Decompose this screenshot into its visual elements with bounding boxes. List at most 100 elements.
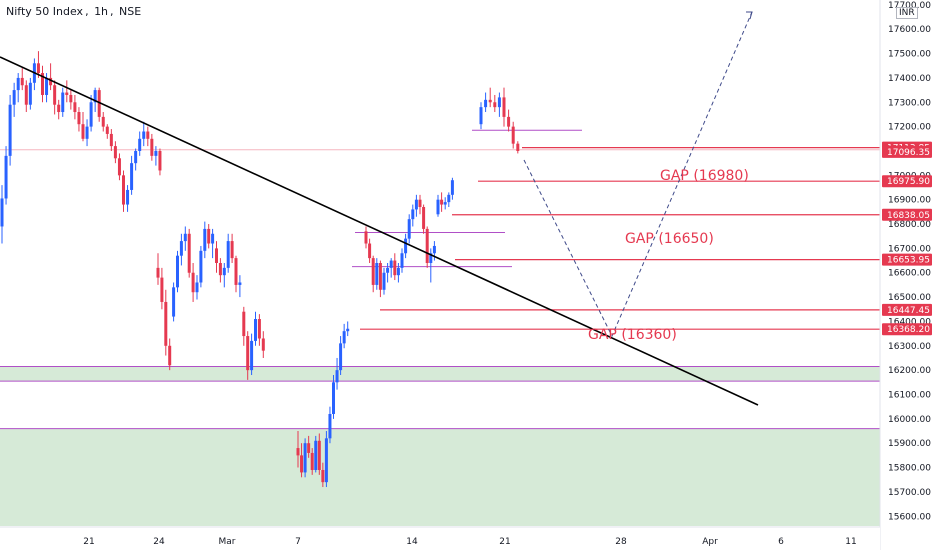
candle-body bbox=[45, 77, 49, 95]
candle-body bbox=[411, 209, 415, 220]
time-axis-bg bbox=[0, 527, 880, 550]
x-tick-label: 28 bbox=[615, 537, 627, 547]
candle-body bbox=[28, 82, 32, 105]
y-tick-label: 17500.00 bbox=[888, 50, 931, 60]
x-tick-label: Apr bbox=[702, 537, 718, 547]
y-tick-label: 15600.00 bbox=[888, 512, 931, 522]
candle-body bbox=[339, 343, 343, 371]
interval-label: 1h bbox=[94, 5, 109, 18]
price-tag-label: 16975.90 bbox=[887, 177, 930, 187]
y-tick-label: 17300.00 bbox=[888, 98, 931, 108]
y-tick-label: 17400.00 bbox=[888, 74, 931, 84]
y-tick-label: 16700.00 bbox=[888, 244, 931, 254]
candle-body bbox=[16, 77, 20, 91]
y-tick-label: 16200.00 bbox=[888, 366, 931, 376]
candle-body bbox=[346, 328, 350, 332]
price-tag-label: 16838.05 bbox=[887, 211, 930, 221]
candle-body bbox=[146, 131, 150, 139]
candle-body bbox=[389, 260, 393, 268]
exchange-label: NSE bbox=[119, 5, 142, 18]
candle-body bbox=[447, 194, 451, 203]
candle-body bbox=[150, 138, 154, 156]
currency-badge[interactable]: INR bbox=[896, 7, 918, 19]
candle-body bbox=[199, 250, 203, 283]
candle-body bbox=[109, 133, 113, 147]
y-tick-label: 16400.00 bbox=[888, 317, 931, 327]
candle-body bbox=[61, 92, 65, 113]
candle-body bbox=[414, 199, 418, 210]
candle-body bbox=[429, 253, 433, 263]
x-tick-label: 6 bbox=[778, 537, 784, 547]
candle-body bbox=[142, 131, 146, 139]
symbol-name: Nifty 50 Index bbox=[6, 5, 84, 18]
trendline bbox=[0, 56, 759, 406]
candle-body bbox=[234, 258, 238, 285]
candle-body bbox=[317, 440, 321, 470]
candle-body bbox=[493, 102, 497, 108]
y-tick-label: 16500.00 bbox=[888, 293, 931, 303]
y-tick-label: 16000.00 bbox=[888, 415, 931, 425]
candle-body bbox=[328, 413, 332, 439]
price-tag bbox=[882, 175, 932, 188]
candle-body bbox=[393, 260, 397, 276]
candle-body bbox=[122, 175, 125, 205]
candle-body bbox=[154, 150, 158, 156]
candle-body bbox=[488, 99, 492, 103]
candle-body bbox=[134, 150, 138, 164]
candle-body bbox=[158, 150, 162, 171]
candle-body bbox=[450, 180, 454, 195]
price-tag bbox=[882, 145, 932, 158]
candle-body bbox=[89, 102, 93, 127]
candle-body bbox=[342, 331, 346, 344]
candle-body bbox=[176, 255, 179, 288]
candle-body bbox=[73, 102, 77, 113]
candle-body bbox=[368, 243, 372, 259]
candle-body bbox=[516, 143, 520, 151]
gap-label: GAP (16980) bbox=[660, 168, 749, 184]
candle-body bbox=[187, 233, 191, 273]
candle-body bbox=[507, 116, 511, 127]
candle-body bbox=[378, 263, 382, 290]
x-tick-label: 24 bbox=[153, 537, 165, 547]
candle-body bbox=[24, 85, 28, 105]
candle-body bbox=[422, 206, 426, 229]
x-tick-label: 7 bbox=[295, 537, 301, 547]
candle-body bbox=[303, 443, 307, 473]
candle-body bbox=[130, 163, 134, 190]
y-tick-label: 16800.00 bbox=[888, 220, 931, 230]
candle-body bbox=[126, 189, 130, 205]
x-tick-label: 14 bbox=[406, 537, 418, 547]
x-tick-label: 11 bbox=[845, 537, 856, 547]
candle-body bbox=[222, 267, 226, 276]
price-tag bbox=[882, 208, 932, 221]
candle-body bbox=[164, 301, 168, 346]
demand-zone bbox=[0, 366, 880, 382]
candle-body bbox=[230, 241, 234, 259]
candle-body bbox=[20, 77, 24, 86]
candle-body bbox=[160, 277, 164, 302]
candle-body bbox=[36, 63, 40, 74]
projection-path bbox=[523, 11, 753, 338]
candle-body bbox=[0, 198, 4, 227]
candle-body bbox=[57, 104, 61, 113]
candle-body bbox=[211, 233, 215, 244]
candle-body bbox=[246, 336, 250, 371]
projection-arrowhead bbox=[746, 11, 753, 20]
candle-body bbox=[65, 92, 69, 95]
gap-label: GAP (16650) bbox=[625, 231, 714, 247]
candle-body bbox=[321, 469, 325, 483]
candle-body bbox=[418, 199, 422, 207]
candle-body bbox=[443, 202, 447, 205]
candle-body bbox=[324, 438, 328, 483]
gap-label: GAP (16360) bbox=[588, 327, 677, 343]
candle-body bbox=[97, 90, 101, 117]
candle-body bbox=[226, 241, 230, 268]
y-tick-label: 16900.00 bbox=[888, 196, 931, 206]
price-tag-label: 16653.95 bbox=[887, 256, 930, 266]
y-tick-label: 15900.00 bbox=[888, 439, 931, 449]
candle-body bbox=[404, 238, 408, 254]
price-tag bbox=[882, 253, 932, 266]
symbol-header: Nifty 50 Index, 1h, NSE bbox=[6, 5, 142, 18]
candle-body bbox=[101, 116, 105, 127]
